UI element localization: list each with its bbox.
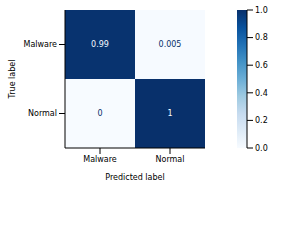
svg-text:Normal: Normal: [156, 155, 185, 164]
svg-text:0.6: 0.6: [255, 61, 268, 70]
svg-text:1: 1: [167, 109, 172, 118]
svg-text:0.4: 0.4: [255, 89, 268, 98]
svg-text:Malware: Malware: [23, 40, 57, 49]
svg-text:0: 0: [97, 109, 102, 118]
svg-text:0.005: 0.005: [159, 40, 182, 49]
svg-text:Predicted label: Predicted label: [105, 173, 164, 182]
svg-text:Normal: Normal: [28, 109, 57, 118]
svg-text:True label: True label: [8, 60, 17, 100]
svg-text:0.2: 0.2: [255, 116, 268, 125]
svg-text:0.8: 0.8: [255, 33, 268, 42]
svg-text:0.0: 0.0: [255, 144, 268, 153]
svg-text:Malware: Malware: [83, 155, 117, 164]
svg-text:1.0: 1.0: [255, 6, 268, 15]
svg-text:0.99: 0.99: [91, 40, 109, 49]
